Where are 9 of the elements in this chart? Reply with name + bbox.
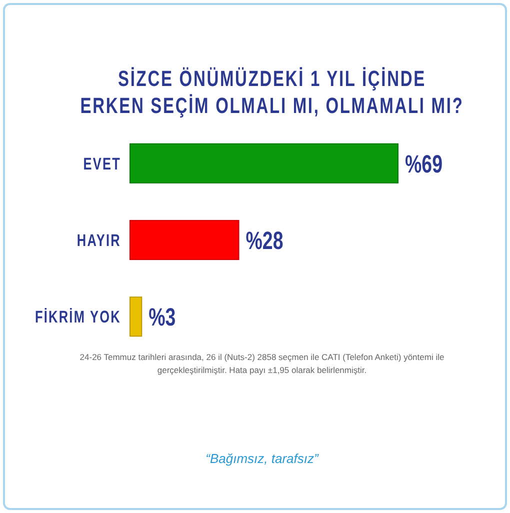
data-label: %3	[148, 303, 176, 332]
text: “Bağımsız, tarafsız”	[206, 451, 320, 466]
data-label: %28	[246, 226, 284, 255]
data-label: %69	[405, 150, 443, 178]
y-tick-label: HAYIR	[76, 231, 121, 251]
chart-title: SİZCE ÖNÜMÜZDEKİ 1 YIL İÇİNDE ERKEN SEÇİM OLMALI MI, OLMAMALI MI?	[80, 66, 464, 119]
y-tick-label: EVET	[83, 154, 121, 174]
y-tick-label: FİKRİM YOK	[34, 308, 121, 328]
annotation: 24-26 Temmuz tarihleri arasında, 26 il (Nuts-2) 2858 seçmen ile CATI (Telefon Anketi) yöntemi ile gerçekleştirilmiştir. Hata payı ±1,95 olarak belirlenmiştir.	[80, 352, 444, 375]
